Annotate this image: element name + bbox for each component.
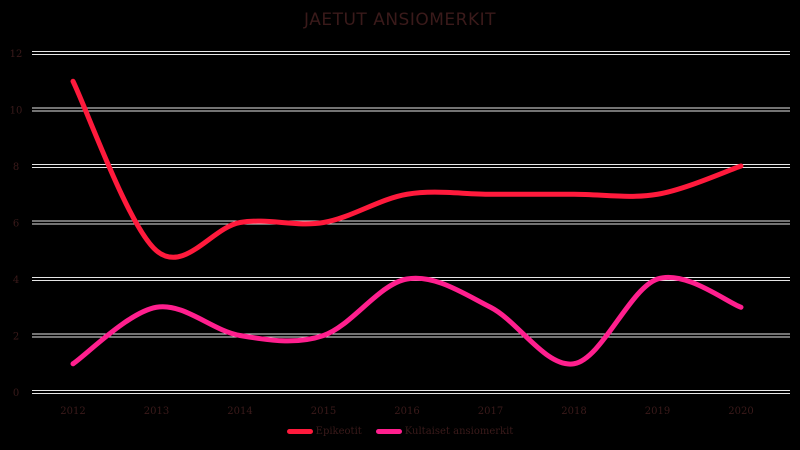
legend-swatch-red [286, 429, 313, 434]
x-tick-label: 2020 [728, 406, 753, 417]
y-tick-label: 10 [10, 106, 23, 117]
x-tick-label: 2013 [144, 406, 169, 417]
legend: Epikeotit Kultaiset ansiomerkit [0, 426, 800, 437]
x-tick-label: 2014 [227, 406, 252, 417]
y-tick-label: 8 [13, 162, 19, 173]
y-tick-label: 2 [13, 332, 19, 343]
x-tick-label: 2017 [478, 406, 503, 417]
x-tick-label: 2012 [60, 406, 85, 417]
y-tick-label: 0 [13, 388, 19, 399]
legend-item-series-2[interactable]: Kultaiset ansiomerkit [375, 426, 514, 437]
x-tick-label: 2015 [311, 406, 336, 417]
legend-item-series-1[interactable]: Epikeotit [286, 426, 362, 437]
legend-swatch-pink [375, 429, 402, 434]
series-line-1 [70, 78, 744, 260]
y-tick-label: 4 [13, 275, 19, 286]
x-tick-label: 2019 [645, 406, 670, 417]
y-tick-label: 6 [13, 219, 19, 230]
legend-label: Epikeotit [315, 426, 362, 437]
y-tick-label: 12 [10, 49, 23, 60]
chart-title: JAETUT ANSIOMERKIT [304, 10, 496, 30]
x-tick-label: 2016 [394, 406, 419, 417]
legend-label: Kultaiset ansiomerkit [404, 426, 514, 437]
series-line-2 [70, 274, 744, 367]
x-tick-label: 2018 [561, 406, 586, 417]
